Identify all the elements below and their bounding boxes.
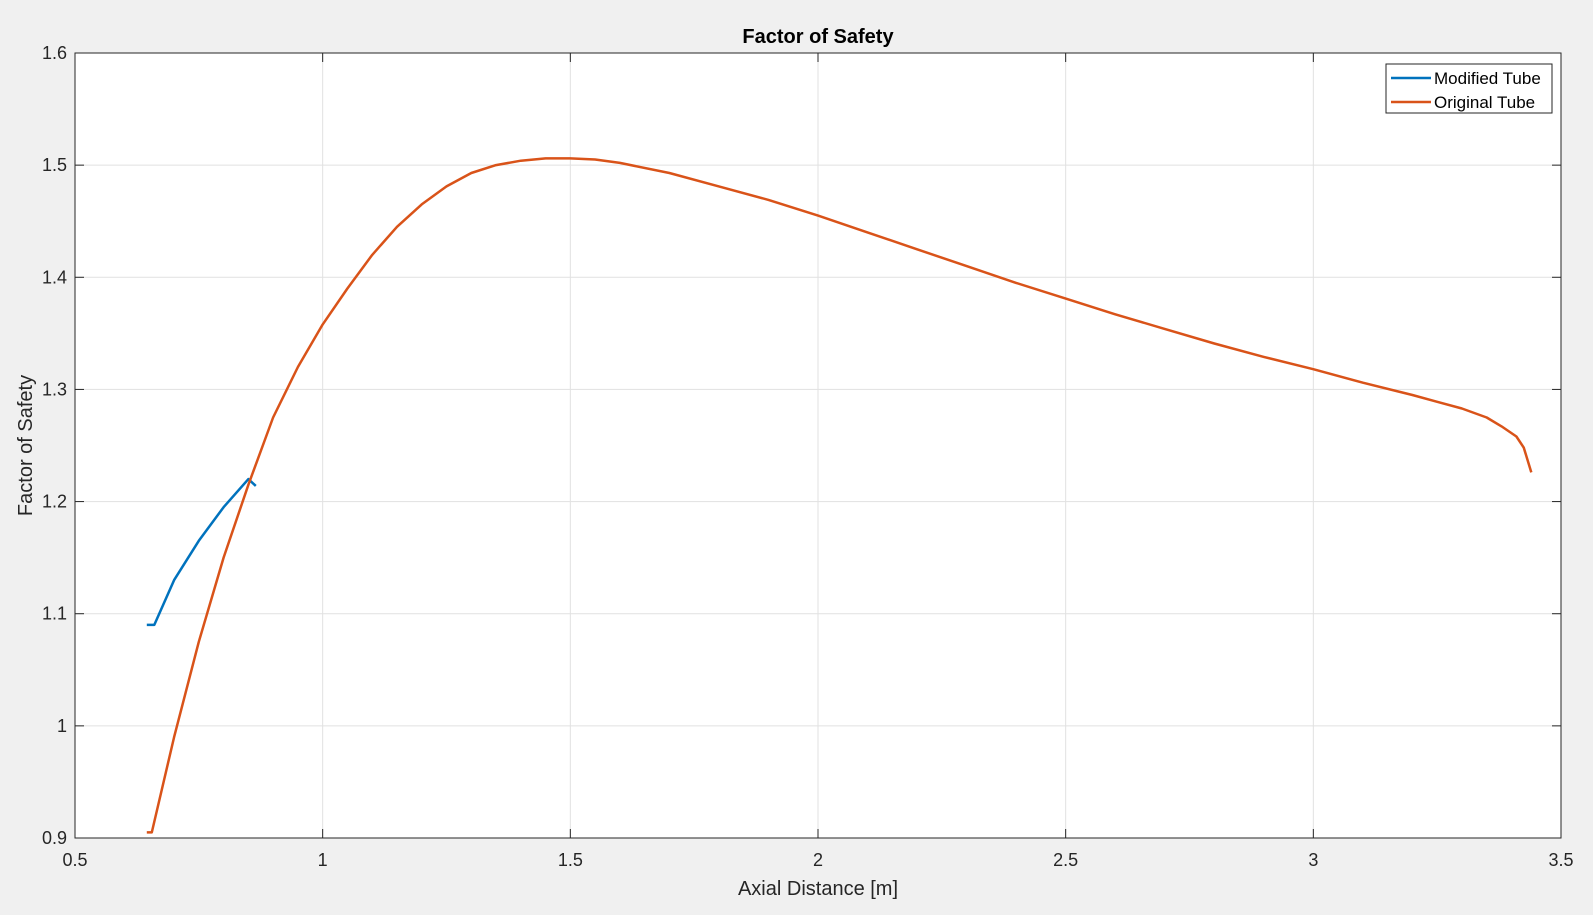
series-line-modified-tube <box>146 477 257 627</box>
chart-title: Factor of Safety <box>742 26 894 48</box>
x-tick-label: 3.5 <box>1548 850 1573 870</box>
x-tick-label: 2 <box>813 850 823 870</box>
axis-ticks: 0.5 1 1.5 2 2.5 3 3.5 0.9 1 1.1 1.2 1.3 1.4 1.5 1.6 <box>42 43 1574 870</box>
x-tick-label: 1.5 <box>558 850 583 870</box>
y-tick-label: 1.5 <box>42 155 67 175</box>
y-axis-label: Factor of Safety <box>15 375 37 516</box>
legend[interactable]: Modified Tube Original Tube <box>1385 63 1553 114</box>
x-tick-label: 0.5 <box>62 850 87 870</box>
y-tick-label: 1.1 <box>42 604 67 624</box>
y-tick-label: 0.9 <box>42 828 67 848</box>
y-tick-label: 1.3 <box>42 379 67 399</box>
x-tick-label: 3 <box>1308 850 1318 870</box>
y-tick-label: 1 <box>57 716 67 736</box>
y-tick-label: 1.4 <box>42 267 67 287</box>
legend-box <box>1385 63 1553 114</box>
x-tick-label: 1 <box>318 850 328 870</box>
legend-label: Modified Tube <box>1434 69 1541 88</box>
legend-label: Original Tube <box>1434 93 1535 112</box>
series-line-original-tube <box>146 157 1533 834</box>
y-tick-label: 1.6 <box>42 43 67 63</box>
series-lines <box>146 157 1533 834</box>
x-axis-label: Axial Distance [m] <box>738 878 898 900</box>
x-tick-label: 2.5 <box>1053 850 1078 870</box>
y-tick-label: 1.2 <box>42 492 67 512</box>
